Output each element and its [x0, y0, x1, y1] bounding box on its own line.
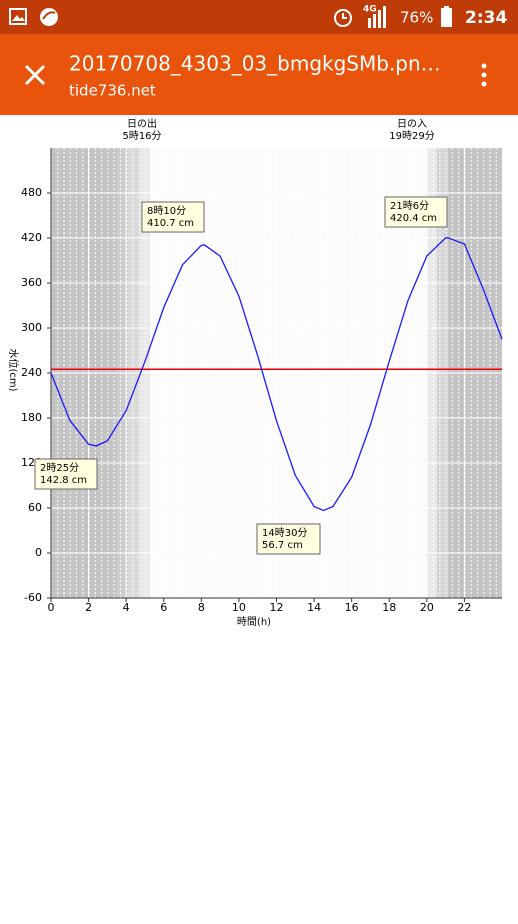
sunset-label: 日の入: [397, 119, 427, 130]
annotation-box: [256, 523, 321, 555]
gallery-icon: [9, 8, 27, 25]
menu-button[interactable]: [481, 63, 487, 87]
x-tick-label: 14: [307, 601, 321, 614]
x-tick-label: 16: [345, 601, 359, 614]
y-tick-label: -60: [24, 591, 42, 604]
sunrise-label: 日の出: [127, 117, 157, 130]
y-axis-label: 水位(cm): [7, 348, 20, 391]
battery-percent: 76%: [400, 9, 433, 27]
y-tick-label: 60: [28, 501, 42, 514]
x-tick-label: 2: [85, 601, 92, 614]
annotation-time: 2時25分: [40, 462, 79, 474]
signal-icon: [368, 6, 386, 28]
annotation-level: 56.7 cm: [262, 540, 303, 551]
y-tick-label: 300: [21, 321, 42, 334]
annotation-box: [141, 201, 205, 233]
app-subtitle: tide736.net: [69, 82, 156, 100]
x-tick-label: 18: [382, 601, 396, 614]
annotation-time: 21時6分: [390, 200, 429, 212]
status-bar: [0, 0, 518, 34]
y-tick-label: 360: [21, 276, 42, 289]
annotation-box: [34, 458, 98, 490]
annotation-time: 14時30分: [262, 527, 307, 539]
sunrise-time: 5時16分: [122, 130, 161, 142]
x-axis-label: 時間(h): [237, 616, 271, 628]
battery-tip: [444, 6, 449, 9]
sunset-time: 19時29分: [389, 130, 434, 142]
x-tick-label: 0: [48, 601, 55, 614]
x-tick-label: 8: [198, 601, 205, 614]
x-tick-label: 10: [232, 601, 246, 614]
app-icon: [40, 8, 58, 26]
annotation-level: 142.8 cm: [40, 475, 87, 486]
alarm-icon: [334, 9, 352, 27]
y-tick-label: 240: [21, 366, 42, 379]
y-tick-label: 480: [21, 186, 42, 199]
y-tick-label: 180: [21, 411, 42, 424]
x-tick-label: 6: [160, 601, 167, 614]
annotation-box: [384, 196, 448, 228]
app-title: 20170708_4303_03_bmgkgSMb.pn…: [69, 52, 441, 76]
annotation-time: 8時10分: [147, 205, 186, 217]
x-tick-label: 12: [270, 601, 284, 614]
y-tick-label: 420: [21, 231, 42, 244]
x-tick-label: 20: [420, 601, 434, 614]
app-bar: [0, 34, 518, 115]
battery-icon: [441, 8, 452, 27]
clock: 2:34: [465, 8, 507, 28]
annotation-level: 410.7 cm: [147, 218, 194, 229]
annotation-level: 420.4 cm: [390, 213, 437, 224]
alarm-hands: [342, 13, 347, 19]
x-tick-label: 22: [457, 601, 471, 614]
network-type: 4G: [363, 5, 377, 15]
app-icon-swoosh: [42, 11, 56, 20]
gallery-icon-shape: [12, 15, 25, 21]
y-tick-label: 0: [35, 546, 42, 559]
close-button[interactable]: [24, 64, 46, 86]
tide-line: [50, 237, 503, 512]
x-tick-label: 4: [123, 601, 130, 614]
